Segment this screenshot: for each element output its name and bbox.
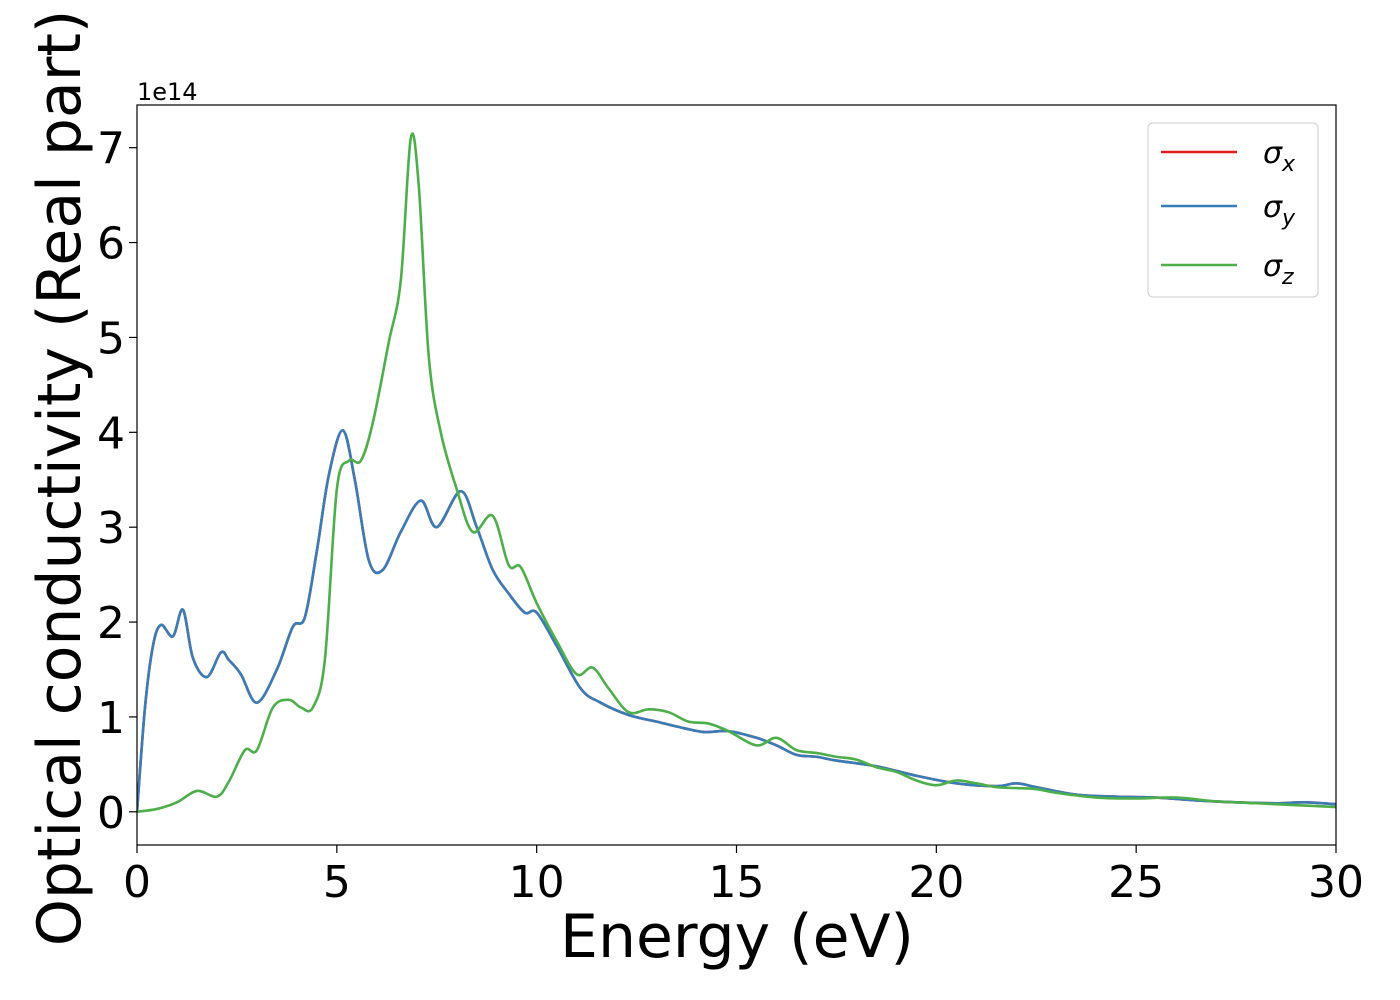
y-tick-label: 2 — [97, 598, 125, 649]
y-offset-label: 1e14 — [137, 78, 198, 106]
plot-lines — [137, 132, 1336, 814]
y-tick-label: 6 — [97, 219, 125, 270]
x-tick-label: 0 — [123, 857, 151, 908]
legend-box — [1147, 122, 1319, 298]
y-axis-title: Optical conductivity (Real part) — [25, 10, 95, 947]
y-tick-label: 3 — [97, 503, 125, 554]
series-line-sigma-y — [137, 429, 1336, 812]
y-tick-label: 1 — [97, 693, 125, 744]
x-tick-label: 25 — [1108, 857, 1164, 908]
x-axis-title: Energy (eV) — [560, 902, 914, 972]
x-tick-label: 5 — [323, 857, 351, 908]
y-tick-label: 5 — [97, 313, 125, 364]
series-line-sigma-z — [137, 132, 1336, 814]
y-tick-label: 4 — [97, 408, 125, 459]
y-tick-label: 0 — [97, 788, 125, 839]
y-axis-ticks: 0 1 2 3 4 5 6 7 — [97, 124, 137, 839]
x-tick-label: 20 — [908, 857, 964, 908]
x-tick-label: 15 — [709, 857, 765, 908]
x-tick-label: 30 — [1308, 857, 1364, 908]
x-axis-ticks: 0 5 10 15 20 25 30 — [123, 845, 1364, 908]
y-tick-label: 7 — [97, 124, 125, 175]
x-tick-label: 10 — [509, 857, 565, 908]
